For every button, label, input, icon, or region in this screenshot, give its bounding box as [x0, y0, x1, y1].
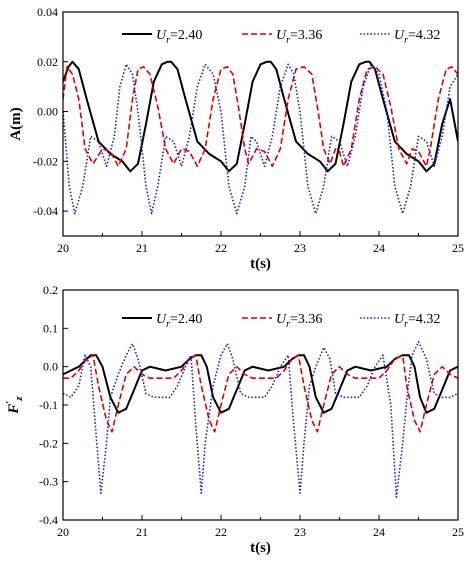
x-tick-label: 22	[215, 241, 227, 255]
y-tick-label: 0.00	[37, 105, 58, 119]
y-tick-label: -0.04	[33, 204, 58, 218]
series-line-ur-4-32	[63, 63, 458, 215]
x-tick-label: 25	[452, 525, 464, 539]
x-tick-label: 24	[373, 241, 385, 255]
x-axis-label: t(s)	[250, 540, 271, 556]
y-tick-label: 0.0	[43, 360, 58, 374]
x-tick-label: 21	[136, 241, 148, 255]
x-tick-label: 20	[57, 525, 69, 539]
x-tick-label: 20	[57, 241, 69, 255]
y-tick-label: 0.02	[37, 55, 58, 69]
y-tick-label: 0.1	[43, 321, 58, 335]
y-tick-label: 0.2	[43, 283, 58, 297]
y-tick-label: -0.02	[33, 154, 58, 168]
x-tick-label: 24	[373, 525, 385, 539]
y-tick-label: 0.04	[37, 5, 58, 19]
x-tick-label: 22	[215, 525, 227, 539]
x-tick-label: 25	[452, 241, 464, 255]
y-tick-label: -0.2	[39, 436, 58, 450]
series-line-ur-2-40	[63, 354, 458, 414]
x-tick-label: 23	[294, 241, 306, 255]
legend-label: Ur=4.32	[394, 312, 440, 330]
legend-label: Ur=3.36	[276, 312, 322, 330]
legend-label: Ur=2.40	[156, 28, 202, 46]
legend-label: Ur=3.36	[276, 28, 322, 46]
x-axis-label: t(s)	[250, 256, 271, 272]
legend-label: Ur=4.32	[394, 28, 440, 46]
chart-panel-1: 20 21 22 23 24 25 -0.04 -0.02 0.00 0.02 0.04 t(s) A(…	[8, 5, 464, 272]
y-tick-label: -0.3	[39, 475, 58, 489]
y-axis-label: A(m)	[8, 107, 24, 140]
series-line-ur-3-36	[63, 354, 458, 433]
x-tick-label: 21	[136, 525, 148, 539]
legend-label: Ur=2.40	[156, 312, 202, 330]
chart-panel-2: 20 21 22 23 24 25 -0.4 -0.3 -0.2 -0.1 0.0 0.1 0.2 t(s…	[4, 283, 464, 556]
x-tick-label: 23	[294, 525, 306, 539]
y-tick-label: -0.4	[39, 513, 58, 527]
y-axis-label: F′z	[4, 396, 25, 415]
series-line-ur-4-32	[63, 341, 458, 498]
series-line-ur-3-36	[63, 66, 458, 168]
y-tick-label: -0.1	[39, 398, 58, 412]
series-line-ur-2-40	[63, 60, 458, 173]
